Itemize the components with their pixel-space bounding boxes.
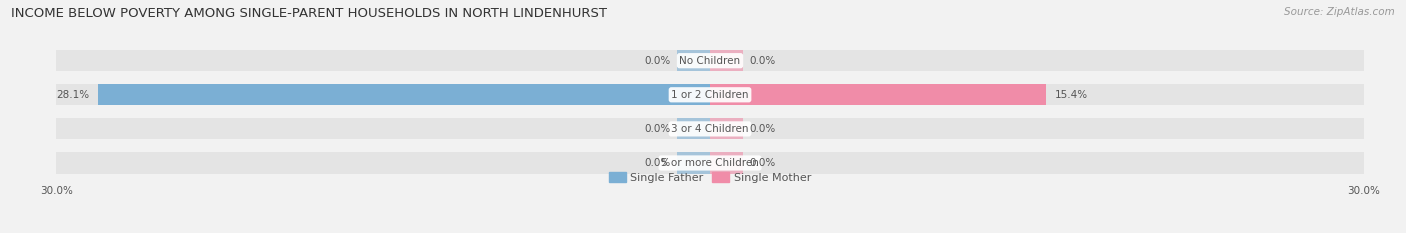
- Bar: [710, 84, 1046, 105]
- Bar: [710, 152, 742, 174]
- Text: 0.0%: 0.0%: [749, 124, 776, 134]
- Text: 0.0%: 0.0%: [644, 124, 671, 134]
- Bar: [56, 84, 1364, 105]
- Text: 0.0%: 0.0%: [749, 158, 776, 168]
- Text: 0.0%: 0.0%: [644, 56, 671, 66]
- Bar: [678, 118, 710, 140]
- Text: 0.0%: 0.0%: [749, 56, 776, 66]
- Bar: [56, 50, 1364, 71]
- Text: 3 or 4 Children: 3 or 4 Children: [671, 124, 749, 134]
- Bar: [678, 50, 710, 71]
- Text: No Children: No Children: [679, 56, 741, 66]
- Text: 0.0%: 0.0%: [644, 158, 671, 168]
- Text: 28.1%: 28.1%: [56, 90, 89, 100]
- Bar: [56, 152, 1364, 174]
- Text: INCOME BELOW POVERTY AMONG SINGLE-PARENT HOUSEHOLDS IN NORTH LINDENHURST: INCOME BELOW POVERTY AMONG SINGLE-PARENT…: [11, 7, 607, 20]
- Bar: [97, 84, 710, 105]
- Text: Source: ZipAtlas.com: Source: ZipAtlas.com: [1284, 7, 1395, 17]
- Text: 5 or more Children: 5 or more Children: [661, 158, 759, 168]
- Text: 1 or 2 Children: 1 or 2 Children: [671, 90, 749, 100]
- Legend: Single Father, Single Mother: Single Father, Single Mother: [605, 168, 815, 187]
- Text: 15.4%: 15.4%: [1054, 90, 1087, 100]
- Bar: [56, 118, 1364, 140]
- Bar: [710, 50, 742, 71]
- Bar: [678, 152, 710, 174]
- Bar: [710, 118, 742, 140]
